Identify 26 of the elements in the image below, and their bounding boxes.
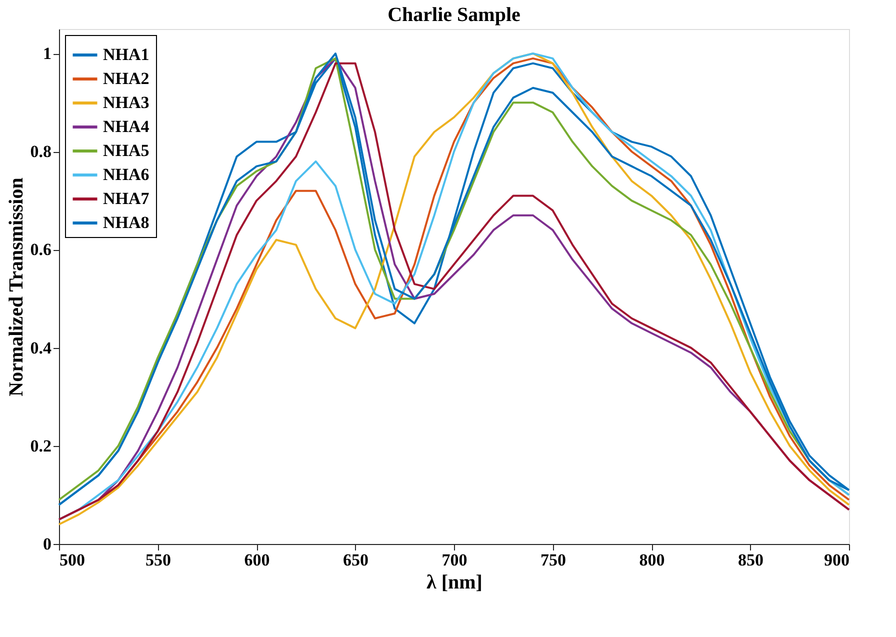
legend-label: NHA6 [103,165,150,184]
x-tick-label: 850 [738,550,764,570]
x-tick-label: 600 [244,550,270,570]
y-tick-label: 0.6 [30,240,52,260]
y-tick-label: 0.4 [30,338,52,358]
x-tick-label: 800 [639,550,665,570]
legend-label: NHA1 [103,45,150,64]
legend-label: NHA3 [103,93,150,112]
x-tick-label: 500 [60,550,85,570]
x-tick-label: 650 [343,550,368,570]
x-tick-label: 750 [540,550,566,570]
y-axis-title: Normalized Transmission [5,178,28,396]
y-tick-label: 0.8 [30,142,52,162]
legend-label: NHA8 [103,213,150,232]
x-tick-label: 700 [442,550,468,570]
x-axis-title: λ [nm] [426,572,482,594]
legend-label: NHA5 [103,141,150,160]
legend-label: NHA4 [103,117,150,136]
x-tick-label: 900 [824,550,850,570]
y-tick-label: 0.2 [30,436,52,456]
legend-label: NHA7 [103,189,150,208]
chart-title: Charlie Sample [388,4,521,26]
legend-label: NHA2 [103,69,150,88]
y-tick-label: 1 [43,44,52,64]
y-tick-label: 0 [43,534,52,554]
x-tick-label: 550 [146,550,171,570]
